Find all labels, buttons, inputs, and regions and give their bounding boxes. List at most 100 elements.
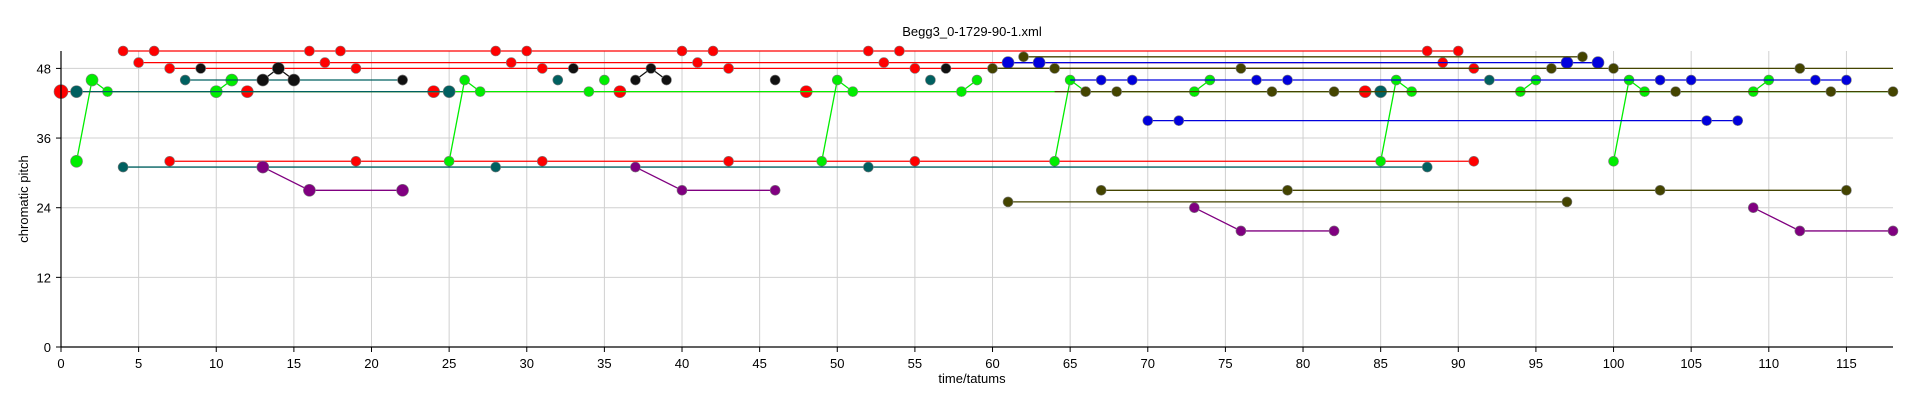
data-point — [303, 183, 316, 197]
series-layer — [53, 45, 1899, 237]
data-point — [350, 63, 362, 74]
data-point — [164, 155, 175, 167]
data-point — [1282, 184, 1293, 196]
data-point — [1654, 184, 1666, 196]
data-point — [1235, 63, 1247, 74]
data-point — [536, 63, 548, 74]
data-point — [847, 86, 859, 97]
x-tick-label: 105 — [1680, 356, 1702, 371]
data-point — [1747, 202, 1759, 214]
data-point — [1825, 86, 1837, 97]
data-point — [1841, 184, 1852, 196]
data-point — [1111, 86, 1123, 97]
data-point — [85, 73, 99, 87]
data-point — [1484, 74, 1495, 86]
data-point — [1561, 196, 1573, 208]
data-point — [707, 45, 719, 57]
data-point — [568, 63, 579, 74]
data-point — [304, 45, 315, 57]
data-point — [1173, 115, 1185, 126]
x-tick-label: 35 — [597, 356, 611, 371]
data-point — [256, 73, 270, 87]
series-5 — [195, 62, 952, 87]
data-point — [1328, 225, 1340, 237]
data-point — [1032, 56, 1046, 69]
data-point — [1608, 155, 1619, 167]
x-tick-label: 10 — [209, 356, 223, 371]
x-tick-label: 65 — [1063, 356, 1077, 371]
data-point — [599, 74, 610, 86]
x-tick-label: 0 — [57, 356, 64, 371]
y-axis-title: chromatic pitch — [16, 155, 31, 242]
data-point — [1002, 196, 1014, 208]
data-point — [894, 45, 905, 57]
data-point — [925, 74, 936, 86]
data-point — [521, 45, 533, 57]
data-point — [552, 74, 564, 86]
data-point — [256, 160, 270, 174]
y-tick-label: 0 — [44, 340, 51, 355]
data-point — [442, 85, 456, 98]
data-point — [583, 86, 595, 97]
data-point — [878, 57, 890, 68]
data-point — [1049, 155, 1060, 167]
x-tick-label: 25 — [442, 356, 456, 371]
data-point — [723, 63, 734, 74]
x-tick-label: 95 — [1529, 356, 1543, 371]
data-point — [863, 45, 874, 57]
data-point — [117, 161, 129, 173]
data-point — [490, 161, 502, 173]
data-point — [1810, 74, 1821, 86]
data-point — [1049, 63, 1060, 74]
data-point — [1189, 202, 1200, 214]
y-tick-label: 36 — [37, 131, 51, 146]
data-point — [1577, 51, 1588, 63]
data-point — [1887, 225, 1899, 237]
data-point — [692, 57, 703, 68]
series-4 — [987, 51, 1899, 208]
data-point — [1375, 155, 1386, 167]
data-point — [179, 74, 191, 86]
data-point — [350, 155, 362, 167]
y-tick-label: 24 — [37, 201, 51, 216]
data-point — [505, 57, 517, 68]
x-tick-label: 50 — [830, 356, 844, 371]
data-point — [1001, 56, 1015, 69]
data-point — [1282, 74, 1293, 86]
data-point — [1452, 45, 1464, 57]
x-tick-label: 70 — [1141, 356, 1155, 371]
data-point — [956, 86, 967, 97]
series-6 — [256, 160, 1899, 237]
data-point — [474, 86, 486, 97]
y-tick-label: 48 — [37, 61, 51, 76]
data-point — [164, 63, 175, 74]
data-point — [1546, 63, 1557, 74]
data-point — [1732, 115, 1744, 126]
series-3 — [70, 74, 1495, 173]
data-point — [70, 154, 83, 168]
data-point — [1080, 86, 1091, 97]
data-point — [816, 155, 828, 167]
data-point — [676, 45, 688, 57]
x-tick-label: 30 — [520, 356, 534, 371]
data-point — [490, 45, 502, 57]
data-point — [676, 184, 688, 196]
data-point — [1608, 63, 1619, 74]
data-point — [1685, 74, 1697, 86]
data-point — [319, 57, 331, 68]
data-point — [117, 45, 129, 57]
grid — [60, 51, 1893, 348]
data-point — [987, 63, 998, 74]
data-point — [971, 74, 983, 86]
data-point — [1421, 161, 1433, 173]
data-point — [769, 184, 781, 196]
data-point — [909, 63, 921, 74]
data-point — [272, 62, 285, 75]
data-point — [940, 63, 952, 74]
x-tick-label: 40 — [675, 356, 689, 371]
data-point — [1701, 115, 1712, 126]
x-tick-label: 75 — [1218, 356, 1232, 371]
data-point — [335, 45, 346, 57]
data-point — [661, 74, 672, 86]
